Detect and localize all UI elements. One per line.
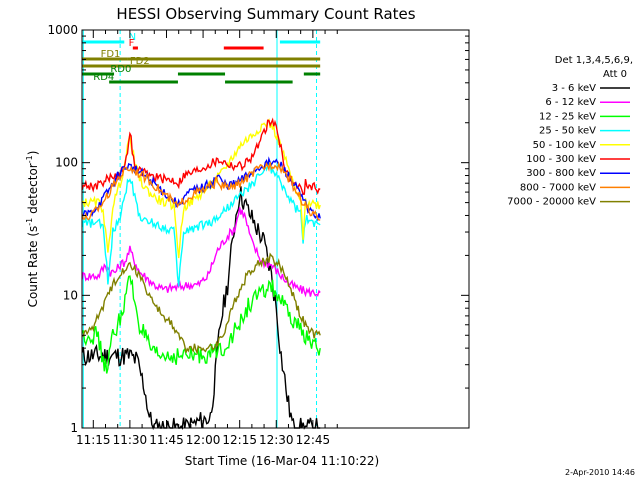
plot-frame xyxy=(81,29,470,429)
flag-label-rd4: RD4 xyxy=(93,72,114,83)
flag-label-rd0: RD0 xyxy=(110,64,131,75)
x-tick-label-0: 11:15 xyxy=(76,433,111,447)
legend-label-8: 7000 - 20000 keV xyxy=(507,197,596,208)
legend-label-6: 300 - 800 keV xyxy=(526,168,596,179)
series-line-3 xyxy=(81,162,321,287)
legend-header-line2: Att 0 xyxy=(603,69,627,80)
flag-label-f: F xyxy=(129,38,135,49)
series-lines xyxy=(81,117,321,431)
y-tick-label-0: 1 xyxy=(70,421,78,435)
y-tick-label-2: 100 xyxy=(55,156,78,170)
legend-header-line1: Det 1,3,4,5,6,9, xyxy=(555,55,633,66)
legend: Det 1,3,4,5,6,9, Att 0 3 - 6 keV 6 - 12 k… xyxy=(507,55,633,208)
series-line-8 xyxy=(81,252,321,356)
x-axis-label: Start Time (16-Mar-04 11:10:22) xyxy=(185,454,379,468)
y-axis-label-end: ) xyxy=(26,151,40,156)
y-tick-label-1: 10 xyxy=(63,288,78,302)
y-axis-ticks: 1 10 100 1000 xyxy=(47,23,469,435)
x-axis-ticks: 11:15 11:30 11:45 12:00 12:15 12:30 12:45 xyxy=(76,30,338,447)
legend-label-5: 100 - 300 keV xyxy=(526,154,596,165)
legend-label-0: 3 - 6 keV xyxy=(552,83,596,94)
series-line-0 xyxy=(81,186,321,431)
legend-label-2: 12 - 25 keV xyxy=(539,111,596,122)
footer-date: 2-Apr-2010 14:46 xyxy=(565,468,635,477)
series-line-2 xyxy=(81,275,321,374)
x-tick-label-5: 12:30 xyxy=(259,433,294,447)
series-line-1 xyxy=(81,207,321,298)
legend-label-3: 25 - 50 keV xyxy=(539,126,596,137)
y-axis-label-sup2: -1 xyxy=(25,155,34,163)
x-tick-label-2: 11:45 xyxy=(149,433,184,447)
legend-label-1: 6 - 12 keV xyxy=(545,97,596,108)
x-tick-label-6: 12:45 xyxy=(296,433,331,447)
y-axis-label-main: Count Rate (s xyxy=(26,226,40,308)
flag-label-fd2: FD2 xyxy=(130,56,150,67)
legend-label-7: 800 - 7000 keV xyxy=(520,182,596,193)
y-axis-label-sup1: -1 xyxy=(25,218,34,226)
series-line-4 xyxy=(81,118,321,259)
legend-label-4: 50 - 100 keV xyxy=(533,140,597,151)
chart-title: HESSI Observing Summary Count Rates xyxy=(116,5,415,23)
series-line-6 xyxy=(82,156,321,222)
y-axis-label-mid: detector xyxy=(26,163,40,218)
flag-label-fd1: FD1 xyxy=(101,49,121,60)
vertical-markers xyxy=(82,30,318,428)
y-tick-label-3: 1000 xyxy=(47,23,78,37)
y-axis-label: Count Rate (s-1 detector-1) xyxy=(25,151,40,308)
x-tick-label-3: 12:00 xyxy=(186,433,221,447)
series-line-7 xyxy=(81,160,321,221)
x-tick-label-1: 11:30 xyxy=(113,433,148,447)
x-tick-label-4: 12:15 xyxy=(222,433,257,447)
flag-label-n: N xyxy=(129,32,136,43)
